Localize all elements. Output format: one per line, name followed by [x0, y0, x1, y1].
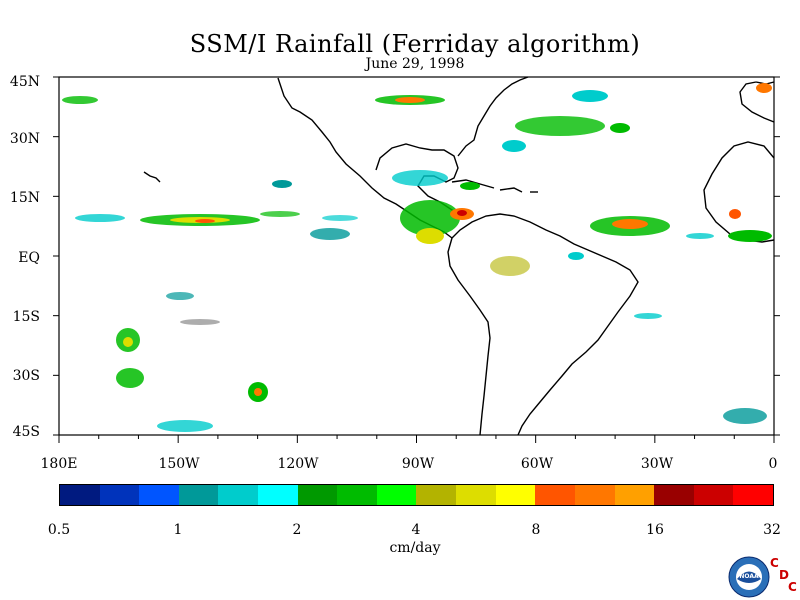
- axis-ticks: [53, 76, 780, 443]
- colorbar-swatch-7: [337, 485, 377, 505]
- color-scale-bar: [59, 484, 774, 506]
- south-america-coast: [451, 213, 639, 436]
- colorbar-tick-1: 1: [173, 522, 183, 538]
- colorbar-tick-16: 16: [646, 522, 664, 538]
- colorbar-tick-2: 2: [292, 522, 302, 538]
- coastlines: [143, 76, 775, 436]
- lon-label-90w: 90W: [401, 456, 435, 472]
- cdc-letter-c2: C: [788, 580, 797, 594]
- colorbar-swatch-14: [614, 485, 655, 505]
- lat-label-eq: EQ: [18, 250, 40, 266]
- colorbar-swatch-11: [495, 485, 536, 505]
- lat-label-30n: 30N: [9, 131, 40, 147]
- lon-label-0: 0: [768, 456, 778, 472]
- colorbar-swatch-17: [733, 485, 773, 505]
- lat-label-30s: 30S: [12, 368, 40, 384]
- lon-label-180e: 180E: [40, 456, 78, 472]
- cuba: [451, 179, 495, 189]
- colorbar-swatch-0: [60, 485, 100, 505]
- cdc-letter-d: D: [779, 568, 789, 582]
- colorbar-swatch-10: [456, 485, 496, 505]
- colorbar-tick-8: 8: [531, 522, 541, 538]
- colorbar-swatch-15: [654, 485, 694, 505]
- lon-label-150w: 150W: [158, 456, 200, 472]
- colorbar-swatch-3: [178, 485, 219, 505]
- hispaniola: [499, 187, 523, 193]
- rain-patches: [62, 83, 772, 432]
- map-title: SSM/I Rainfall (Ferriday algorithm): [189, 30, 641, 58]
- hawaii: [143, 171, 161, 183]
- colorbar-tick-4: 4: [411, 522, 421, 538]
- colorbar-swatch-5: [258, 485, 298, 505]
- north-america-gulf-coast: [375, 143, 463, 219]
- north-america-east-coast: [457, 76, 529, 157]
- colorbar-swatch-4: [218, 485, 259, 505]
- colorbar-swatch-2: [139, 485, 179, 505]
- svg-text:NOAA: NOAA: [739, 573, 759, 580]
- map-date: June 29, 1998: [365, 56, 465, 72]
- colorbar-swatch-8: [376, 485, 417, 505]
- colorbar-swatch-13: [574, 485, 615, 505]
- colorbar-units: cm/day: [389, 540, 441, 556]
- lat-label-45n: 45N: [9, 74, 40, 90]
- colorbar-tick-32: 32: [763, 522, 781, 538]
- lon-label-120w: 120W: [277, 456, 319, 472]
- colorbar-swatch-16: [693, 485, 734, 505]
- lat-label-15s: 15S: [12, 309, 40, 325]
- colorbar-swatch-6: [297, 485, 338, 505]
- lon-label-60w: 60W: [520, 456, 554, 472]
- noaa-logo: NOAA: [728, 556, 770, 598]
- lon-label-30w: 30W: [640, 456, 674, 472]
- cdc-letter-c1: C: [770, 556, 779, 570]
- colorbar-swatch-1: [99, 485, 140, 505]
- colorbar-swatch-12: [535, 485, 575, 505]
- south-america-west-coast: [447, 237, 491, 436]
- colorbar-tick-0-5: 0.5: [47, 522, 71, 538]
- lat-label-15n: 15N: [9, 190, 40, 206]
- map-frame: [58, 76, 775, 436]
- colorbar-swatch-9: [416, 485, 457, 505]
- lat-label-45s: 45S: [12, 424, 40, 440]
